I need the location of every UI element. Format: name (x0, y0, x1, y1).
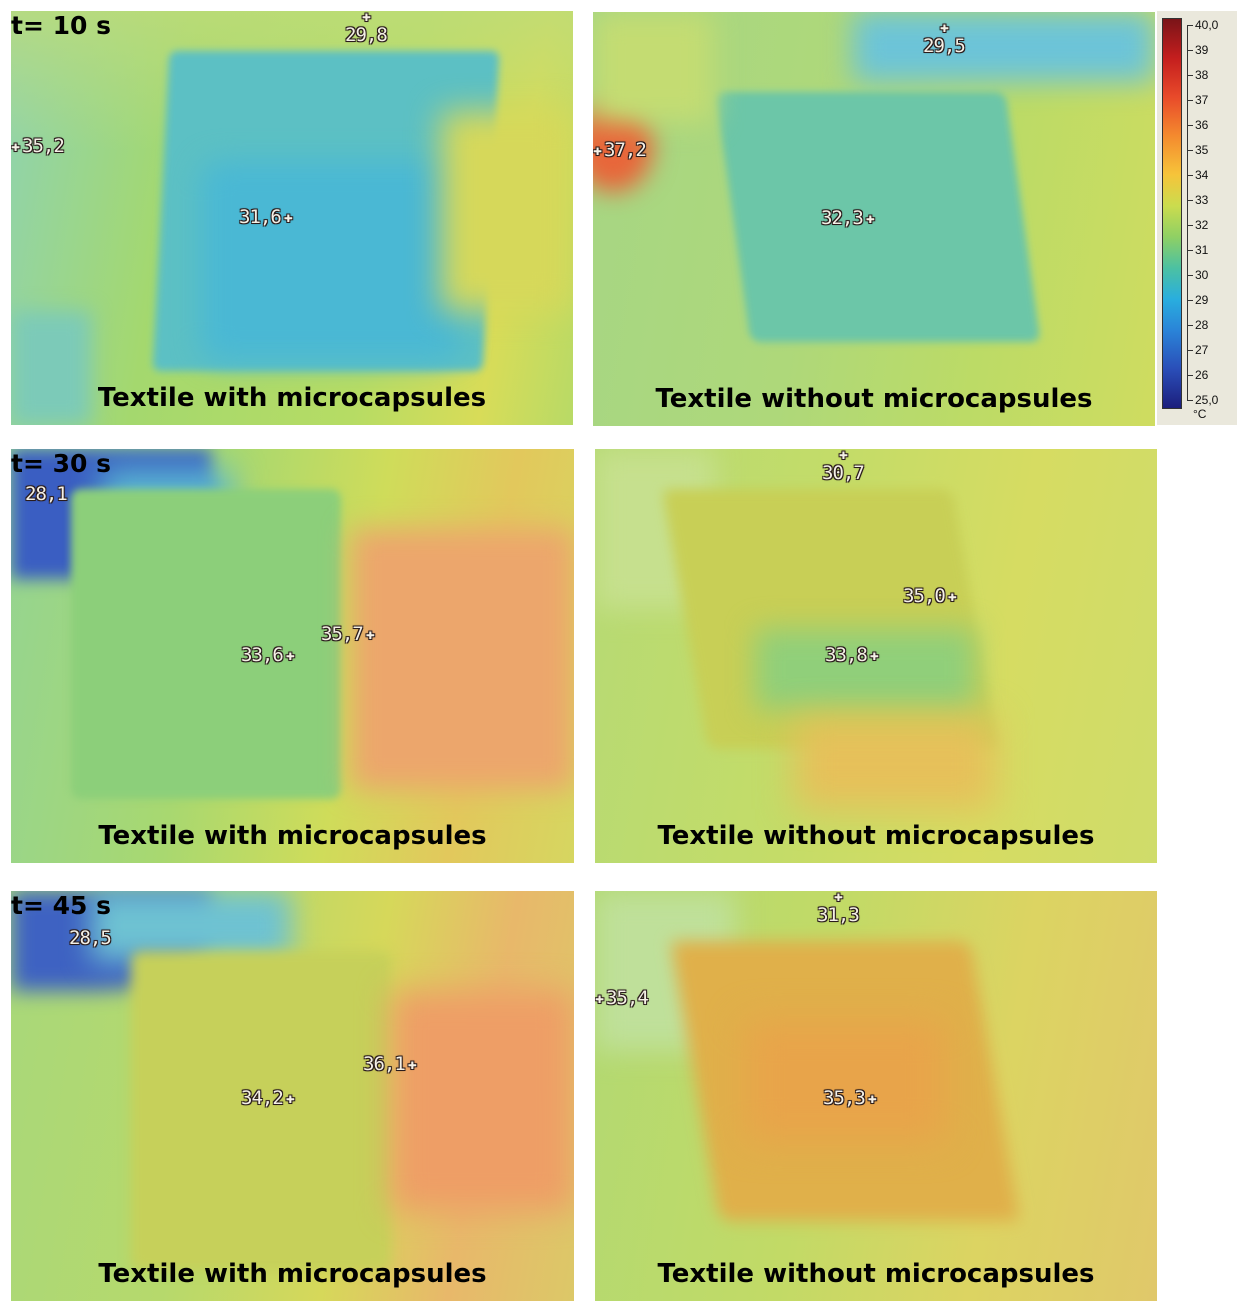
scale-tick-label: 28 (1187, 318, 1208, 332)
scale-tick-label: 31 (1187, 243, 1208, 257)
temperature-marker: 35,0 ✚ (903, 585, 957, 607)
scale-tick-label: 26 (1187, 368, 1208, 382)
scale-tick-label: 32 (1187, 218, 1208, 232)
scale-tick-label: 35 (1187, 143, 1208, 157)
crosshair-icon: ✚ (833, 891, 843, 905)
temperature-value: 37,2 (604, 139, 647, 161)
crosshair-icon: ✚ (939, 18, 949, 36)
temperature-marker: 36,1 ✚ (363, 1053, 417, 1075)
crosshair-icon: ✚ (285, 1088, 295, 1107)
temperature-value: 31,6 (239, 206, 282, 228)
panel-caption: Textile without microcapsules (655, 384, 1093, 414)
crosshair-icon: ✚ (593, 140, 602, 159)
time-label: t= 45 s (11, 891, 111, 920)
temperature-marker: 33,8 ✚ (825, 644, 879, 666)
temperature-value: 35,0 (903, 585, 946, 607)
crosshair-icon: ✚ (869, 645, 879, 664)
temperature-marker: ✚ 37,2 (593, 139, 647, 161)
panel-caption: Textile with microcapsules (97, 383, 487, 413)
temperature-color-scale: 40,0 39 38 37 36 35 34 33 32 31 30 29 28 27 26 25,0 °C (1157, 11, 1237, 425)
temperature-value: 29,5 (923, 35, 966, 57)
scale-unit: °C (1193, 407, 1207, 421)
temperature-value: 28,1 (25, 483, 68, 505)
temperature-value: 31,3 (817, 904, 860, 926)
temperature-marker: ✚ 30,7 (822, 449, 865, 484)
temperature-value: 35,3 (823, 1087, 866, 1109)
crosshair-icon: ✚ (283, 207, 293, 226)
temperature-marker: ✚ 31,3 (817, 891, 860, 926)
crosshair-icon: ✚ (285, 645, 295, 664)
color-gradient-bar (1162, 18, 1182, 409)
crosshair-icon: ✚ (11, 136, 20, 155)
time-label: t= 10 s (11, 11, 111, 40)
temperature-value: 32,3 (821, 207, 864, 229)
crosshair-icon: ✚ (867, 1088, 877, 1107)
temperature-value: 34,2 (241, 1087, 284, 1109)
temperature-value: 28,5 (69, 927, 112, 949)
panel-caption: Textile with microcapsules (98, 1259, 487, 1289)
scale-tick-label: 30 (1187, 268, 1208, 282)
temperature-value: 36,1 (363, 1053, 406, 1075)
thermal-panel-without-microcapsules-t45: ✚ 31,3 ✚ 35,4 35,3 ✚ Textile without mic… (595, 891, 1157, 1301)
scale-tick-label: 33 (1187, 193, 1208, 207)
scale-tick-label: 27 (1187, 343, 1208, 357)
thermal-panel-without-microcapsules-t10: ✚ 29,5 ✚ 37,2 32,3 ✚ Textile without mic… (593, 12, 1155, 426)
thermal-panel-with-microcapsules-t30: t= 30 s 28,1 35,7 ✚ 33,6 ✚ Textile with … (11, 449, 574, 863)
panel-caption: Textile with microcapsules (98, 821, 487, 851)
scale-tick-label: 36 (1187, 118, 1208, 132)
time-label: t= 30 s (11, 449, 111, 478)
scale-tick-label: 38 (1187, 68, 1208, 82)
crosshair-icon: ✚ (361, 11, 371, 25)
temperature-marker: 28,1 (25, 483, 68, 505)
panel-caption: Textile without microcapsules (657, 1259, 1095, 1289)
thermal-panel-with-microcapsules-t45: t= 45 s 28,5 36,1 ✚ 34,2 ✚ Textile with … (11, 891, 574, 1301)
temperature-marker: ✚ 35,2 (11, 135, 65, 157)
scale-tick-label: 39 (1187, 43, 1208, 57)
scale-tick-label: 25,0 (1187, 393, 1218, 407)
temperature-marker: 33,6 ✚ (241, 644, 295, 666)
scale-tick-label: 37 (1187, 93, 1208, 107)
temperature-marker: 35,3 ✚ (823, 1087, 877, 1109)
crosshair-icon: ✚ (365, 624, 375, 643)
thermal-panel-without-microcapsules-t30: ✚ 30,7 35,0 ✚ 33,8 ✚ Textile without mic… (595, 449, 1157, 863)
temperature-marker: 32,3 ✚ (821, 207, 875, 229)
panel-caption: Textile without microcapsules (657, 821, 1095, 851)
temperature-value: 29,8 (345, 24, 388, 46)
temperature-marker: ✚ 29,5 (923, 18, 966, 58)
temperature-marker: 31,6 ✚ (239, 206, 293, 228)
crosshair-icon: ✚ (407, 1054, 417, 1073)
temperature-value: 30,7 (822, 462, 865, 484)
temperature-marker: ✚ 35,4 (595, 987, 649, 1009)
temperature-value: 33,8 (825, 644, 868, 666)
temperature-value: 35,7 (321, 623, 364, 645)
temperature-marker: 35,7 ✚ (321, 623, 375, 645)
crosshair-icon: ✚ (595, 988, 604, 1007)
temperature-marker: 28,5 (69, 927, 112, 949)
scale-tick-label: 29 (1187, 293, 1208, 307)
thermal-panel-with-microcapsules-t10: t= 10 s ✚ 29,8 ✚ 35,2 31,6 ✚ Textile wit… (11, 11, 573, 425)
scale-tick-label: 40,0 (1187, 18, 1218, 32)
temperature-value: 35,2 (22, 135, 65, 157)
temperature-value: 35,4 (606, 987, 649, 1009)
temperature-marker: 34,2 ✚ (241, 1087, 295, 1109)
scale-axis (1187, 25, 1188, 400)
crosshair-icon: ✚ (947, 586, 957, 605)
temperature-value: 33,6 (241, 644, 284, 666)
temperature-marker: ✚ 29,8 (345, 11, 388, 46)
scale-tick-label: 34 (1187, 168, 1208, 182)
crosshair-icon: ✚ (865, 208, 875, 227)
crosshair-icon: ✚ (838, 449, 848, 463)
